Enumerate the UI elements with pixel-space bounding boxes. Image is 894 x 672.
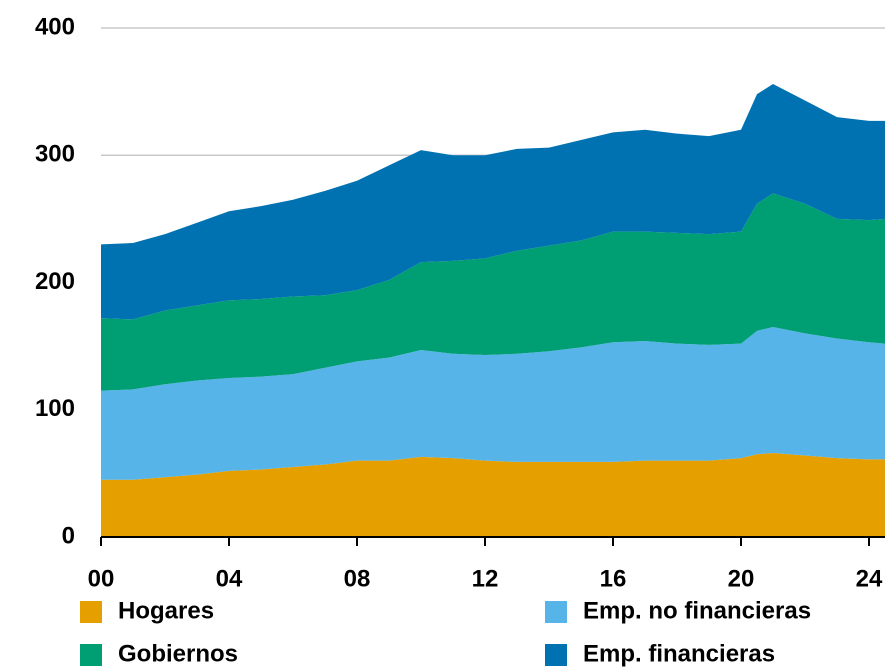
- legend-label: Emp. financieras: [583, 640, 775, 667]
- legend-label: Hogares: [118, 597, 214, 624]
- x-tick-label: 00: [88, 565, 115, 592]
- x-tick-label: 24: [856, 565, 883, 592]
- x-tick-label: 04: [216, 565, 243, 592]
- area: [101, 327, 885, 480]
- y-tick-label: 100: [35, 395, 75, 422]
- x-tick-label: 12: [472, 565, 499, 592]
- x-tick-label: 08: [344, 565, 371, 592]
- y-tick-label: 400: [35, 13, 75, 40]
- legend-swatch: [545, 601, 567, 623]
- legend-label: Emp. no financieras: [583, 597, 811, 624]
- x-tick-label: 16: [600, 565, 627, 592]
- y-tick-label: 300: [35, 141, 75, 168]
- area: [101, 193, 885, 391]
- y-tick-label: 0: [62, 522, 75, 549]
- legend-swatch: [545, 644, 567, 666]
- legend-swatch: [80, 601, 102, 623]
- legend-label: Gobiernos: [118, 640, 238, 667]
- legend-swatch: [80, 644, 102, 666]
- area: [101, 83, 885, 320]
- y-tick-label: 200: [35, 268, 75, 295]
- x-tick-label: 20: [728, 565, 755, 592]
- area: [101, 453, 885, 537]
